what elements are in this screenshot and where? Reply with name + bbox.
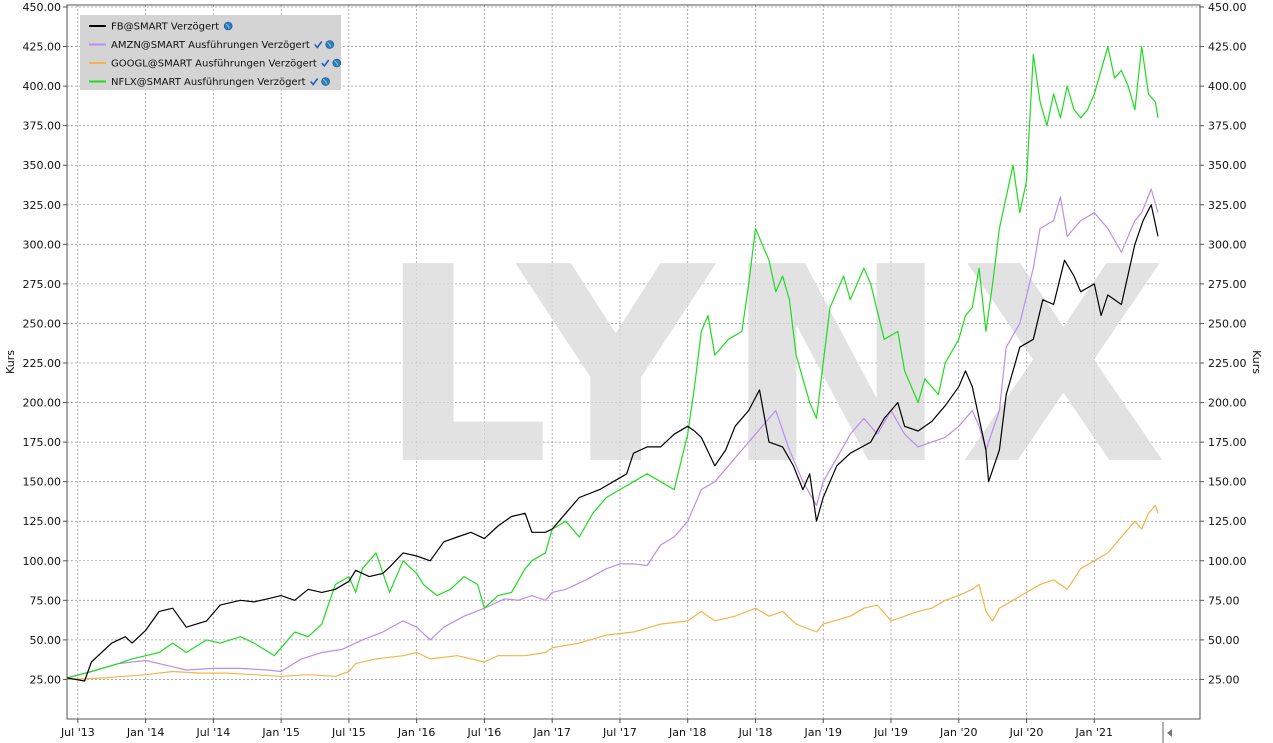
legend-label: FB@SMART Verzögert: [111, 22, 219, 33]
y-tick-label-left: 100.00: [23, 555, 62, 568]
legend-item-amzn[interactable]: AMZN@SMART Ausführungen Verzögert: [89, 40, 335, 51]
scroll-right-arrow-icon[interactable]: [1162, 722, 1172, 743]
y-tick-label-left: 200.00: [23, 397, 62, 410]
globe-icon: [332, 58, 342, 68]
x-tick-label: Jul '14: [195, 726, 230, 739]
x-tick-label: Jan '14: [126, 726, 164, 739]
y-tick-label-right: 250.00: [1208, 317, 1247, 330]
y-tick-label-left: 250.00: [23, 317, 62, 330]
y-tick-label-right: 300.00: [1208, 238, 1247, 251]
x-tick-label: Jul '18: [738, 726, 773, 739]
y-tick-label-left: 275.00: [23, 278, 62, 291]
globe-icon: [321, 77, 330, 86]
series-line-amzn: [66, 188, 1159, 679]
y-tick-label-right: 75.00: [1208, 594, 1240, 607]
y-tick-label-right: 150.00: [1208, 476, 1247, 489]
legend-label: NFLX@SMART Ausführungen Verzögert: [111, 77, 306, 88]
legend-item-nflx[interactable]: NFLX@SMART Ausführungen Verzögert: [89, 77, 330, 88]
y-tick-label-left: 50.00: [30, 634, 62, 647]
y-tick-label-left: 225.00: [23, 357, 62, 370]
y-tick-label-right: 425.00: [1208, 41, 1247, 54]
x-tick-label: Jul '13: [60, 726, 95, 739]
legend-item-fb[interactable]: FB@SMART Verzögert: [89, 21, 233, 33]
x-tick-label: Jan '21: [1075, 726, 1113, 739]
series-layer: [66, 46, 1159, 682]
y-tick-label-left: 25.00: [30, 673, 62, 686]
y-axis-left: 25.00 50.00 75.00 100.00 125.00 150.00 175.00 2…: [23, 1, 67, 686]
y-tick-label-left: 125.00: [23, 515, 62, 528]
y-tick-label-right: 175.00: [1208, 436, 1247, 449]
check-icon: [321, 59, 330, 68]
y-tick-label-right: 200.00: [1208, 397, 1247, 410]
y-tick-label-left: 75.00: [30, 594, 62, 607]
y-tick-label-left: 400.00: [23, 80, 62, 93]
x-tick-label: Jan '16: [397, 726, 435, 739]
plot-frame: [66, 4, 1201, 720]
y-tick-label-right: 400.00: [1208, 80, 1247, 93]
y-tick-label-right: 225.00: [1208, 357, 1247, 370]
x-axis: Jul '13 Jan '14 Jul '14 Jan '15 Jul '15 Jan '…: [60, 719, 1113, 739]
y-tick-label-right: 450.00: [1208, 1, 1247, 14]
legend-label: AMZN@SMART Ausführungen Verzögert: [111, 40, 310, 51]
y-tick-label-right: 375.00: [1208, 120, 1247, 133]
x-tick-label: Jul '15: [331, 726, 366, 739]
globe-icon: [223, 21, 233, 31]
x-tick-label: Jan '17: [532, 726, 570, 739]
x-tick-label: Jul '16: [467, 726, 502, 739]
y-tick-label-right: 325.00: [1208, 199, 1247, 212]
x-tick-label: Jul '17: [602, 726, 637, 739]
y-tick-label-right: 125.00: [1208, 515, 1247, 528]
legend-box: [80, 15, 341, 90]
x-tick-label: Jan '18: [668, 726, 706, 739]
x-tick-label: Jan '15: [261, 726, 299, 739]
series-line-fb: [66, 204, 1159, 682]
check-icon: [309, 78, 319, 86]
y-tick-label-left: 325.00: [23, 199, 62, 212]
y-tick-label-left: 350.00: [23, 159, 62, 172]
y-axis-title-left: Kurs: [4, 350, 17, 374]
x-tick-label: Jan '20: [939, 726, 977, 739]
y-tick-label-left: 150.00: [23, 476, 62, 489]
y-tick-label-left: 375.00: [23, 120, 62, 133]
y-axis-right: 25.00 50.00 75.00 100.00 125.00 150.00 175.00 2…: [1200, 1, 1247, 686]
series-line-googl: [66, 504, 1159, 680]
y-tick-label-right: 25.00: [1208, 673, 1240, 686]
legend-item-googl[interactable]: GOOGL@SMART Ausführungen Verzögert: [89, 58, 342, 70]
y-tick-label-right: 50.00: [1208, 634, 1240, 647]
x-tick-label: Jul '19: [873, 726, 908, 739]
x-tick-label: Jan '19: [803, 726, 841, 739]
y-tick-label-left: 300.00: [23, 238, 62, 251]
legend-label: GOOGL@SMART Ausführungen Verzögert: [111, 59, 317, 70]
globe-icon: [325, 40, 335, 49]
y-tick-label-left: 175.00: [23, 436, 62, 449]
series-line-nflx: [66, 46, 1159, 679]
legend[interactable]: FB@SMART Verzögert AMZN@SMART Ausführunge…: [80, 15, 342, 90]
lynx-watermark: LYNX: [378, 209, 1178, 524]
y-tick-label-left: 450.00: [23, 1, 62, 14]
y-axis-title-right: Kurs: [1250, 350, 1263, 374]
check-icon: [314, 41, 323, 49]
y-tick-label-right: 275.00: [1208, 278, 1247, 291]
y-tick-label-left: 425.00: [23, 41, 62, 54]
y-tick-label-right: 100.00: [1208, 555, 1247, 568]
x-tick-label: Jul '20: [1009, 726, 1044, 739]
y-tick-label-right: 350.00: [1208, 159, 1247, 172]
